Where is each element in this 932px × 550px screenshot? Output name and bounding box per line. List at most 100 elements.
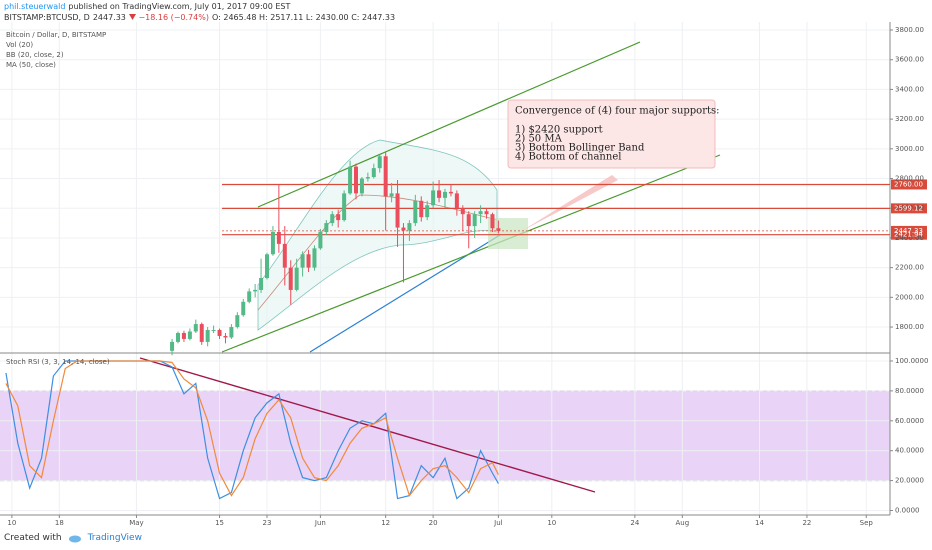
channel-bottom	[221, 154, 721, 353]
x-tick-label: Jul	[493, 519, 503, 527]
candle-body	[443, 191, 447, 198]
x-tick-label: 10	[7, 519, 16, 527]
candle-body	[371, 168, 376, 178]
y-tick-label: 2600.00	[895, 204, 924, 212]
annotation-item: 4) Bottom of channel	[515, 152, 621, 163]
grid	[0, 22, 890, 515]
y-tick-label: 80.0000	[895, 387, 924, 395]
candle-body	[425, 205, 430, 218]
candle-body	[342, 193, 347, 221]
candle-body	[484, 211, 489, 215]
y-tick-label: 3200.00	[895, 115, 924, 123]
x-tick-label: 14	[755, 519, 764, 527]
candle-body	[211, 330, 216, 332]
candle-body	[300, 254, 305, 268]
y-tick-label: 2000.00	[895, 293, 924, 301]
x-tick-label: May	[129, 519, 143, 527]
x-tick-label: 12	[381, 519, 390, 527]
candle-body	[318, 232, 323, 249]
candle-body	[490, 214, 495, 229]
annotation-pointer	[520, 175, 618, 232]
price-level-label: 2447.33	[894, 227, 923, 235]
price-level-tag	[891, 229, 927, 240]
y-tick-label: 2200.00	[895, 264, 924, 272]
candle-body	[259, 278, 264, 290]
channel-top	[257, 41, 641, 208]
candle-body	[336, 214, 341, 221]
candle-body	[496, 228, 501, 231]
candle-body	[330, 214, 335, 224]
annotation-item: 2) 50 MA	[515, 134, 563, 145]
candle-body	[348, 166, 353, 194]
publish-line: phil.steuerwald published on TradingView.…	[4, 1, 398, 12]
y-tick-label: 60.0000	[895, 417, 924, 425]
price-level-label: 2599.12	[894, 204, 923, 212]
header: phil.steuerwald published on TradingView.…	[4, 1, 398, 23]
candle-body	[365, 177, 370, 179]
annotation-box	[507, 99, 716, 169]
candle-body	[229, 327, 234, 338]
y-tick-label: 3000.00	[895, 145, 924, 153]
y-tick-label: 1800.00	[895, 323, 924, 331]
candle-body	[282, 243, 287, 268]
candle-body	[223, 335, 228, 338]
stoch-line	[5, 360, 499, 497]
annotation: Convergence of (4) four major supports: …	[515, 106, 720, 163]
indicator-label: Vol (20)	[6, 41, 33, 49]
annotation-title: Convergence of (4) four major supports:	[515, 106, 720, 117]
annotation-item: 3) Bottom Bollinger Band	[515, 143, 645, 154]
y-tick-label: 3600.00	[895, 56, 924, 64]
symbol-line: BITSTAMP:BTCUSD, D 2447.33 −18.16 (−0.74%…	[4, 12, 398, 23]
candle-body	[288, 267, 293, 290]
author[interactable]: phil.steuerwald	[4, 2, 66, 11]
candle-body	[187, 331, 192, 339]
candle-body	[241, 301, 246, 316]
candle-body	[324, 223, 329, 232]
x-tick-label: 15	[215, 519, 224, 527]
logo	[68, 535, 81, 542]
x-tick-label: 24	[630, 519, 639, 527]
rsi-trendline	[139, 357, 596, 493]
created-with: Created with	[4, 533, 62, 543]
x-tick-label: Sep	[860, 519, 874, 527]
candle-body	[235, 315, 240, 328]
bb-basis	[257, 194, 498, 311]
indicator-label: BB (20, close, 2)	[6, 51, 64, 59]
candle-body	[265, 254, 269, 279]
last-price: 2447.33	[92, 13, 126, 22]
pane-title: Stoch RSI (3, 3, 14, 14, close)	[6, 358, 110, 366]
x-tick-label: Jun	[314, 519, 326, 527]
price-level-label: 2760.00	[894, 180, 923, 188]
candle-body	[359, 178, 364, 194]
candle-body	[312, 248, 317, 268]
candle-body	[276, 232, 281, 244]
candle-body	[437, 190, 442, 198]
y-tick-label: 2400.00	[895, 234, 924, 242]
candle-body	[294, 267, 299, 290]
candle-body	[354, 166, 358, 194]
candle-body	[431, 190, 436, 206]
ohlc: O: 2465.48 H: 2517.11 L: 2430.00 C: 2447…	[211, 13, 396, 22]
x-tick-label: 18	[55, 519, 64, 527]
x-tick-label: 20	[429, 519, 438, 527]
candle-body	[448, 191, 453, 194]
candle-body	[419, 200, 424, 218]
candle-body	[389, 193, 394, 197]
candle-body	[253, 289, 258, 292]
x-tick-label: 22	[802, 519, 811, 527]
x-tick-label: 10	[547, 519, 556, 527]
symbol: BITSTAMP:BTCUSD, D	[4, 13, 90, 22]
down-arrow	[128, 14, 136, 20]
price-level-tag	[891, 179, 927, 190]
candle-body	[472, 214, 477, 227]
indicator-label: MA (50, close)	[6, 61, 56, 69]
candle-body	[377, 156, 382, 169]
candle-body	[193, 324, 198, 332]
price-level-tag	[891, 203, 927, 214]
published: published on TradingView.com, July 01, 2…	[68, 2, 291, 11]
y-tick-label: 20.0000	[895, 477, 924, 485]
candle-body	[306, 254, 311, 268]
brand[interactable]: TradingView	[87, 533, 142, 543]
